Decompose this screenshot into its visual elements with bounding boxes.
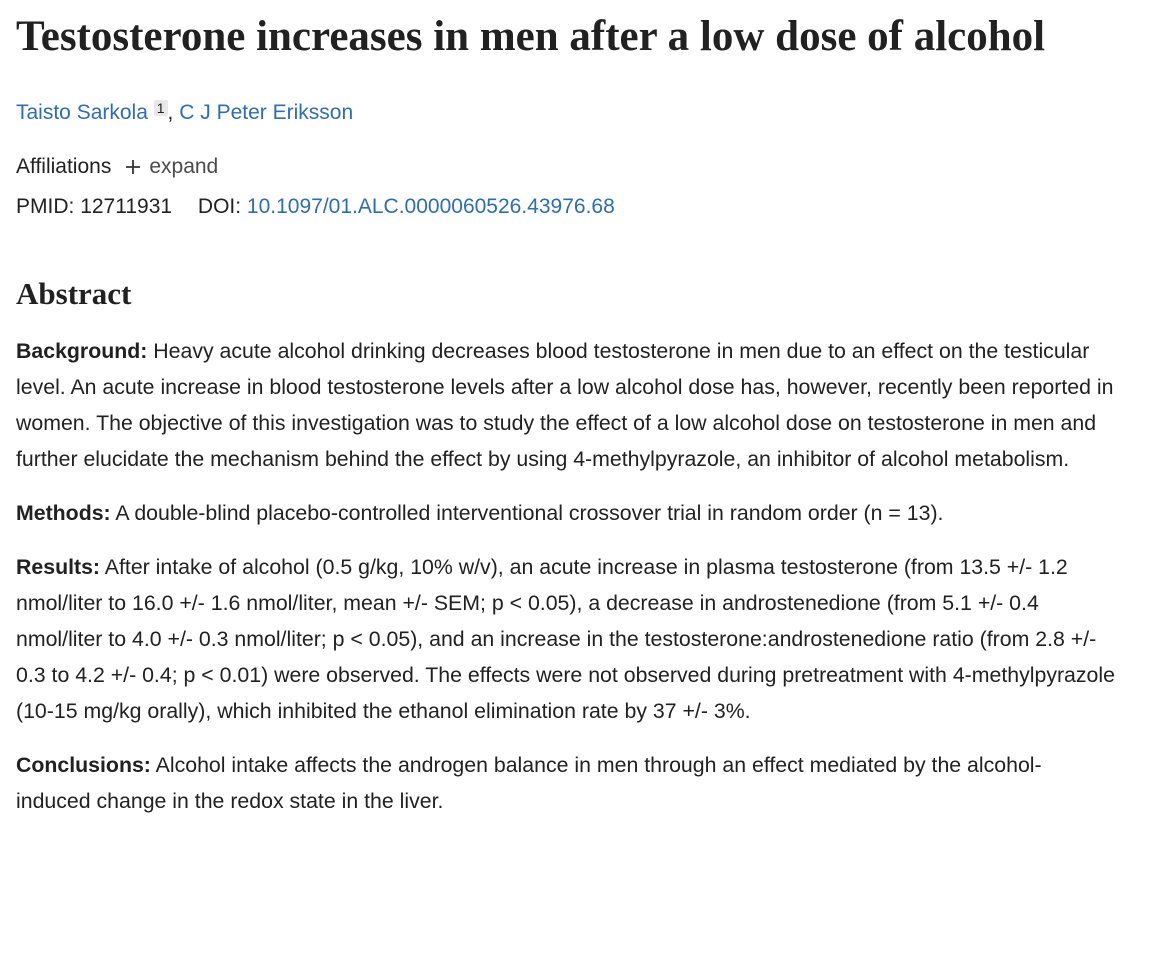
abstract-section: Conclusions: Alcohol intake affects the … [16,747,1116,819]
identifiers: PMID: 12711931 DOI: 10.1097/01.ALC.00000… [16,192,1154,222]
section-text: A double-blind placebo-controlled interv… [115,501,944,525]
abstract-section: Results: After intake of alcohol (0.5 g/… [16,549,1116,729]
author-separator: , [167,101,174,124]
pmid-label: PMID: [16,195,75,218]
section-label: Results: [16,555,101,579]
affiliations: Affiliations expand [16,152,1154,182]
plus-icon [126,160,141,174]
abstract-section: Methods: A double-blind placebo-controll… [16,495,1116,531]
expand-label: expand [149,155,219,178]
article-title: Testosterone increases in men after a lo… [16,13,1046,60]
author-link[interactable]: Taisto Sarkola [16,101,148,124]
affiliation-ref[interactable]: 1 [153,100,168,116]
section-text: After intake of alcohol (0.5 g/kg, 10% w… [16,555,1115,723]
page: Testosterone increases in men after a lo… [0,10,1154,962]
abstract-body: Background: Heavy acute alcohol drinking… [16,333,1154,819]
expand-button[interactable]: expand [125,152,218,182]
section-text: Alcohol intake affects the androgen bala… [16,753,1042,813]
section-label: Methods: [16,501,111,525]
author-link[interactable]: C J Peter Eriksson [179,101,354,124]
section-label: Conclusions: [16,753,151,777]
abstract-section: Background: Heavy acute alcohol drinking… [16,333,1116,477]
article: Testosterone increases in men after a lo… [0,10,1154,962]
affiliations-label: Affiliations [16,155,112,178]
author-list: Taisto Sarkola 1, C J Peter Eriksson [16,93,1154,128]
doi-link[interactable]: 10.1097/01.ALC.0000060526.43976.68 [246,195,615,218]
abstract-heading: Abstract [16,276,132,311]
doi-label: DOI: [197,195,242,218]
section-label: Background: [16,339,148,363]
section-text: Heavy acute alcohol drinking decreases b… [16,339,1114,471]
pmid: 12711931 [80,195,173,218]
